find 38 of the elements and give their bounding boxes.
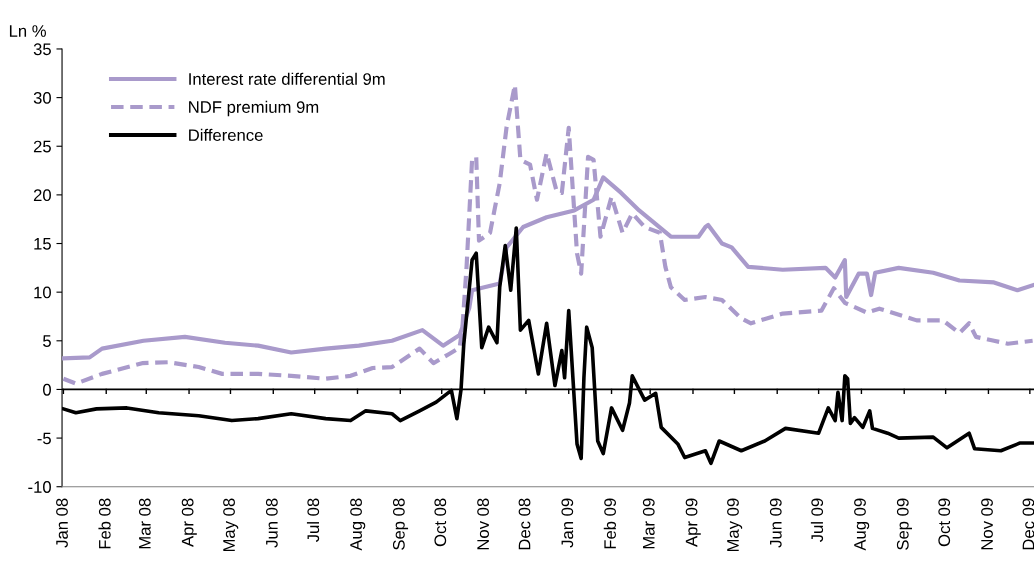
y-tick-label: 5 xyxy=(43,335,51,347)
x-tick-label: Dec 08 xyxy=(518,498,531,550)
x-tick-label: Oct 08 xyxy=(434,498,447,547)
x-tick-label: Aug 09 xyxy=(854,498,870,551)
legend-label: Interest rate differential 9m xyxy=(189,72,385,85)
y-tick-label: 20 xyxy=(33,189,51,202)
x-tick-label: Jan 08 xyxy=(56,498,68,548)
y-tick-label: 35 xyxy=(33,43,51,56)
x-tick-label: Mar 09 xyxy=(642,498,655,549)
x-tick-label: Aug 08 xyxy=(350,498,366,551)
x-tick-label: May 08 xyxy=(223,498,239,552)
x-tick-label: Dec 09 xyxy=(1022,498,1034,550)
x-tick-label: Nov 09 xyxy=(981,498,993,550)
x-tick-label: Jul 09 xyxy=(810,498,824,543)
y-tick-label: -5 xyxy=(37,432,51,445)
x-tick-label: Jun 08 xyxy=(265,498,278,548)
x-tick-label: Apr 08 xyxy=(181,498,197,547)
x-tick-label: Jun 09 xyxy=(769,498,782,548)
x-tick-label: Sep 08 xyxy=(392,498,409,550)
x-tick-label: Nov 08 xyxy=(477,498,489,550)
x-tick-label: Feb 08 xyxy=(98,498,111,549)
x-tick-label: Sep 09 xyxy=(896,498,912,550)
y-tick-label: 30 xyxy=(33,92,51,104)
x-tick-label: Feb 09 xyxy=(603,498,616,549)
y-tick-label: 0 xyxy=(43,383,51,396)
x-tick-label: Jan 09 xyxy=(561,498,574,548)
x-tick-label: Apr 09 xyxy=(685,498,701,547)
legend-label: NDF premium 9m xyxy=(189,100,319,117)
x-tick-label: Jul 08 xyxy=(306,498,320,543)
x-tick-label: Mar 08 xyxy=(138,498,151,549)
y-tick-label: 15 xyxy=(34,238,51,250)
x-tick-label: May 09 xyxy=(727,498,743,552)
y-axis-title: Ln % xyxy=(9,25,46,37)
y-tick-label: -10 xyxy=(28,481,51,493)
y-tick-label: 25 xyxy=(33,140,51,153)
legend-label: Difference xyxy=(189,128,263,142)
y-tick-label: 10 xyxy=(34,286,51,299)
x-tick-label: Oct 09 xyxy=(938,498,951,547)
